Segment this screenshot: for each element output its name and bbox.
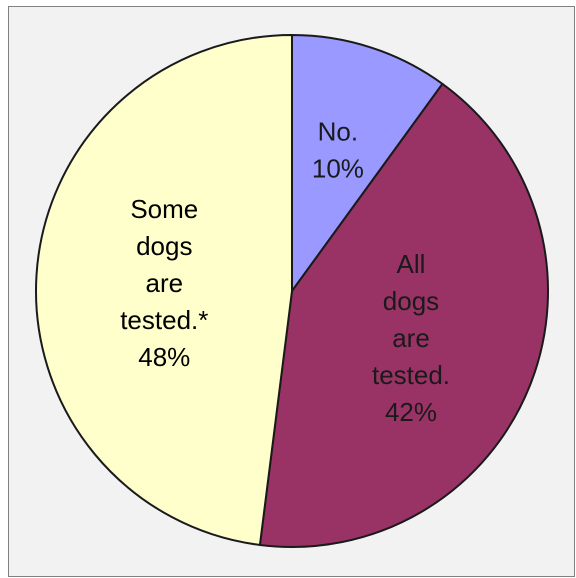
slice-label-line: 48% <box>138 342 190 372</box>
slice-label-line: Some <box>130 194 198 224</box>
pie-slice-2 <box>35 34 293 546</box>
slice-label-line: tested.* <box>120 305 208 335</box>
slice-label-line: No. <box>318 116 358 146</box>
slice-label-line: are <box>146 268 184 298</box>
slice-label-line: 42% <box>385 397 437 427</box>
slice-label-line: dogs <box>383 286 439 316</box>
pie-slice-1 <box>258 82 549 548</box>
slice-label-2: Some dogs are tested.* 48% <box>120 194 208 372</box>
pie-slice-0 <box>291 34 444 292</box>
slice-label-0: No. 10% <box>312 116 364 183</box>
slice-label-line: 10% <box>312 153 364 183</box>
slice-label-line: All <box>397 249 426 279</box>
slice-label-line: tested. <box>372 360 450 390</box>
slice-label-line: are <box>392 323 430 353</box>
slice-label-1: All dogs are tested. 42% <box>372 249 450 427</box>
slice-label-line: dogs <box>136 231 192 261</box>
